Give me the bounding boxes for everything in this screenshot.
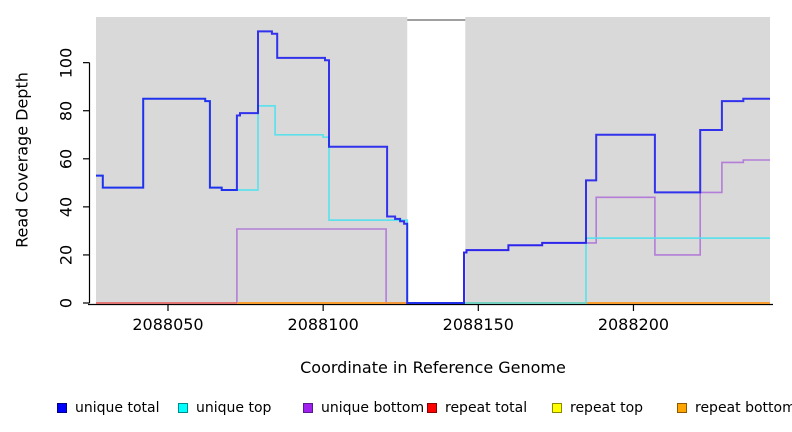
legend-swatch-unique-total [57,403,67,413]
legend: unique total unique top unique bottom repea… [0,397,792,421]
legend-swatch-repeat-bottom [677,403,687,413]
legend-swatch-unique-bottom [303,403,313,413]
legend-swatch-repeat-top [552,403,562,413]
legend-label: repeat total [445,400,528,416]
x-tick-label: 2088100 [287,315,359,334]
legend-swatch-unique-top [178,403,188,413]
legend-item-unique-total: unique total [57,397,159,419]
x-tick-label: 2088050 [132,315,204,334]
y-tick-label: 0 [56,297,76,309]
no-data-gap-band [407,17,466,303]
legend-item-repeat-top: repeat top [552,397,643,419]
legend-label: unique bottom [321,400,425,416]
y-tick-label: 80 [56,100,76,121]
coverage-chart: Read Coverage Depth Coordinate in Refere… [12,17,773,377]
legend-label: repeat bottom [695,400,792,416]
x-tick-label: 2088150 [442,315,514,334]
legend-label: unique total [75,400,160,416]
y-tick-label: 40 [56,196,76,218]
legend-swatch-repeat-total [427,403,437,413]
series-line-unique-total [96,30,770,304]
legend-item-unique-bottom: unique bottom [303,397,424,419]
legend-item-unique-top: unique top [178,397,271,419]
legend-item-repeat-bottom: repeat bottom [677,397,792,419]
x-tick-label: 2088200 [597,315,670,334]
legend-item-repeat-total: repeat total [427,397,527,419]
legend-label: unique top [196,400,272,416]
y-tick-label: 60 [56,148,76,169]
y-axis-title: Read Coverage Depth [12,72,32,248]
coverage-plot-svg [83,17,773,311]
y-tick-label: 20 [56,244,76,266]
y-tick-label: 100 [56,47,76,78]
legend-label: repeat top [570,400,644,416]
x-axis-title: Coordinate in Reference Genome [300,358,566,377]
